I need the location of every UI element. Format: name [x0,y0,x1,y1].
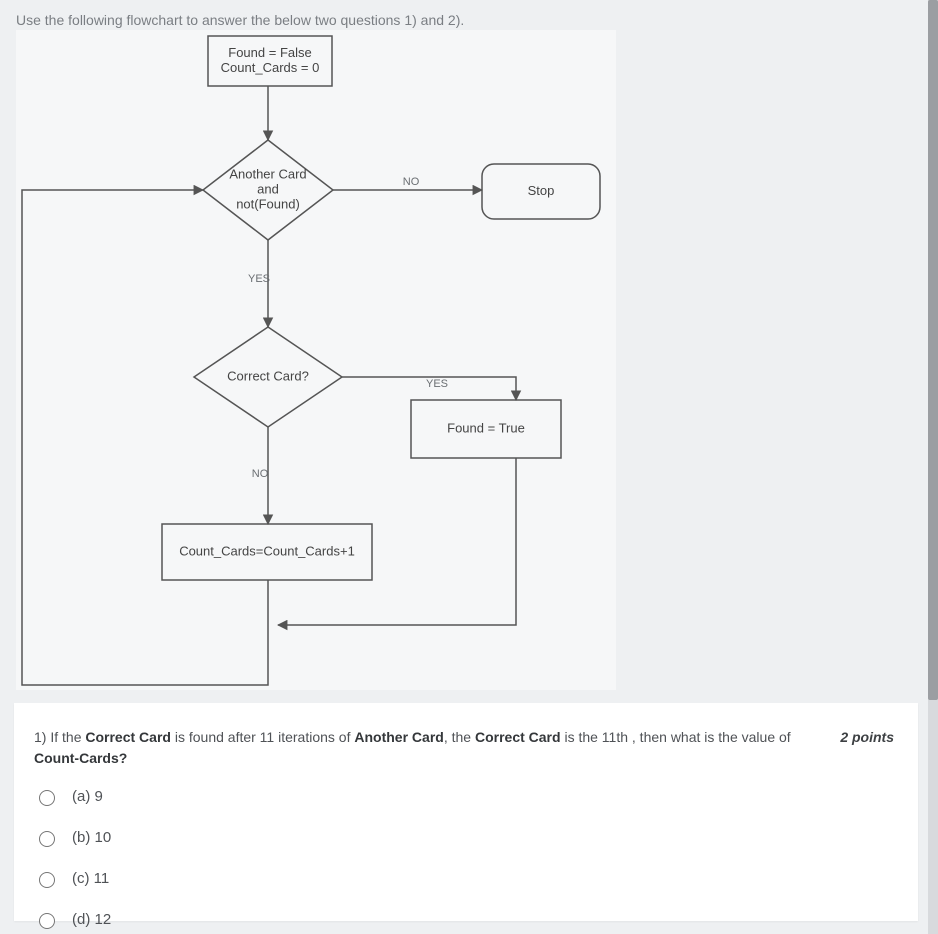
question-text: 1) If the Correct Card is found after 11… [34,727,898,769]
svg-text:Stop: Stop [528,183,555,198]
q-p1: If the [50,729,85,745]
option-b-label: (b) 10 [72,829,111,846]
q-p3: , the [444,729,475,745]
q-b1: Correct Card [85,729,171,745]
option-a-label: (a) 9 [72,788,103,805]
svg-text:not(Found): not(Found) [236,196,300,211]
svg-text:Count_Cards = 0: Count_Cards = 0 [221,60,320,75]
option-d-label: (d) 12 [72,911,111,928]
svg-text:Found = False: Found = False [228,45,311,60]
option-d[interactable]: (d) 12 [34,910,898,929]
option-c[interactable]: (c) 11 [34,869,898,888]
option-b-radio[interactable] [39,831,55,847]
option-c-label: (c) 11 [72,870,109,887]
edge-label-another-no-to-stop: NO [403,176,420,188]
question-card: 1) If the Correct Card is found after 11… [14,703,918,921]
edge-label-another-yes-to-correct: YES [248,273,270,285]
option-d-radio[interactable] [39,913,55,929]
option-a-radio[interactable] [39,790,55,806]
svg-text:Found = True: Found = True [447,420,525,435]
option-b[interactable]: (b) 10 [34,828,898,847]
instruction-text: Use the following flowchart to answer th… [16,12,464,28]
svg-text:Another Card: Another Card [229,166,306,181]
question-row: 1) If the Correct Card is found after 11… [34,727,898,769]
option-a[interactable]: (a) 9 [34,787,898,806]
edge-label-correct-yes-to-found: YES [426,378,448,390]
q-p4: is the 11th , then what is the value of [561,729,791,745]
q-b3: Correct Card [475,729,561,745]
q-b2: Another Card [354,729,443,745]
scrollbar-thumb[interactable] [928,0,938,700]
vertical-scrollbar[interactable] [928,0,938,934]
flowchart-svg: Found = FalseCount_Cards = 0 Another Card… [16,30,616,690]
q-number: 1) [34,729,46,745]
edge-inc-to-merge-and-loop [22,190,268,685]
svg-text:and: and [257,181,279,196]
flowchart-panel: Found = FalseCount_Cards = 0 Another Card… [16,30,616,690]
option-c-radio[interactable] [39,872,55,888]
svg-text:Count_Cards=Count_Cards+1: Count_Cards=Count_Cards+1 [179,543,355,558]
svg-text:Correct Card?: Correct Card? [227,368,309,383]
points-label: 2 points [840,729,894,745]
page-root: Use the following flowchart to answer th… [0,0,938,934]
q-b4: Count-Cards? [34,750,127,766]
q-p2: is found after 11 iterations of [171,729,354,745]
edge-label-correct-no-to-inc: NO [252,468,269,480]
